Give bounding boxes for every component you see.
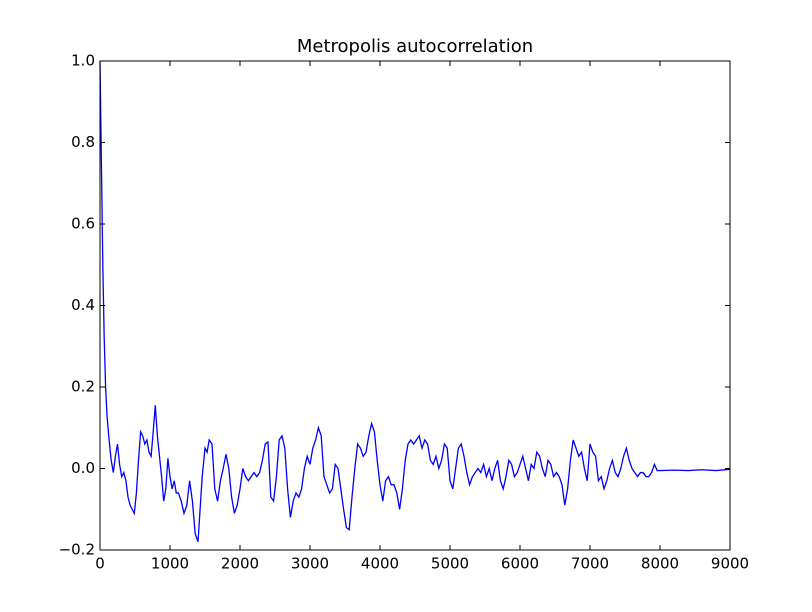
x-tick-label: 9000 [711,555,749,573]
y-tick-label: 0.8 [71,133,95,151]
y-tick-label: 0.2 [71,378,95,396]
x-tick-label: 7000 [571,555,609,573]
x-tick-label: 6000 [501,555,539,573]
chart-title: Metropolis autocorrelation [297,36,533,57]
y-tick-label: 0.4 [71,296,95,314]
x-tick-label: 8000 [641,555,679,573]
y-tick-label: 0.6 [71,215,95,233]
y-tick-label: −0.2 [59,541,95,559]
x-tick-label: 5000 [431,555,469,573]
x-tick-label: 4000 [361,555,399,573]
y-tick-label: 1.0 [71,52,95,70]
x-tick-label: 3000 [291,555,329,573]
y-tick-label: 0.0 [71,459,95,477]
x-tick-label: 1000 [151,555,189,573]
x-tick-label: 2000 [221,555,259,573]
x-tick-label: 0 [95,555,105,573]
data-line [99,60,731,543]
